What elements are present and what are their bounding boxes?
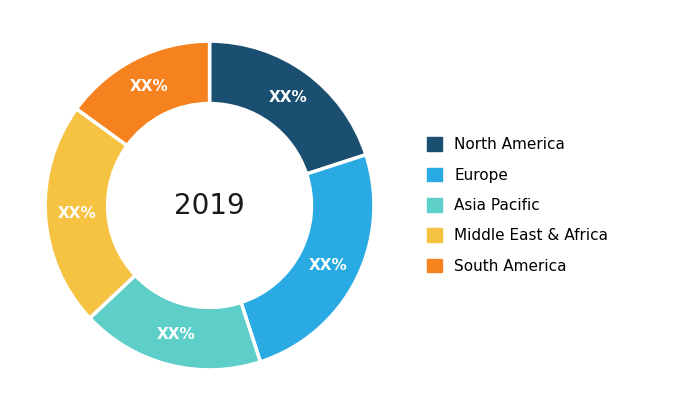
Text: XX%: XX% xyxy=(57,206,96,222)
Wedge shape xyxy=(210,41,366,174)
Text: XX%: XX% xyxy=(157,327,196,342)
Wedge shape xyxy=(76,41,210,145)
Text: XX%: XX% xyxy=(268,90,307,105)
Text: XX%: XX% xyxy=(130,79,168,95)
Text: XX%: XX% xyxy=(309,259,347,273)
Wedge shape xyxy=(241,155,374,362)
Text: 2019: 2019 xyxy=(174,192,245,219)
Wedge shape xyxy=(90,275,260,370)
Legend: North America, Europe, Asia Pacific, Middle East & Africa, South America: North America, Europe, Asia Pacific, Mid… xyxy=(427,137,608,274)
Wedge shape xyxy=(45,109,135,318)
